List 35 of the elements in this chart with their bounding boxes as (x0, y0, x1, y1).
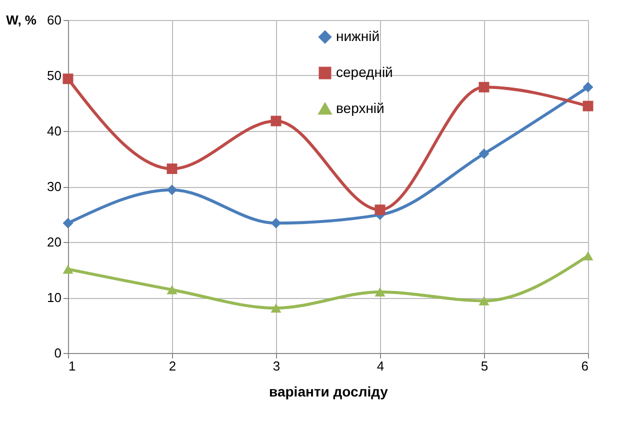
x-tick-label: 1 (68, 358, 76, 374)
y-tick-label: 30 (47, 179, 62, 194)
point (166, 163, 178, 174)
legend-label: нижній (336, 28, 380, 44)
y-axis-title: W, % (6, 12, 37, 28)
point (478, 148, 490, 159)
y-tick-label: 60 (47, 12, 62, 28)
point (478, 82, 490, 92)
point (478, 296, 490, 306)
y-tick-label: 10 (47, 290, 62, 305)
point (62, 264, 74, 274)
x-axis-title: варіанти досліду (269, 384, 388, 400)
legend-label: середній (336, 64, 393, 80)
legend-label: верхній (336, 100, 384, 116)
point (374, 204, 386, 216)
point (270, 304, 282, 313)
point (582, 251, 594, 260)
point (582, 82, 594, 92)
x-tick-label: 5 (480, 358, 488, 374)
x-tick-label: 6 (581, 358, 588, 374)
point (62, 218, 74, 228)
y-tick-label: 20 (47, 234, 62, 250)
y-tick-label: 0 (54, 346, 62, 360)
x-tick-label: 4 (376, 358, 384, 374)
point (582, 100, 594, 112)
point (62, 74, 74, 84)
point (166, 184, 178, 196)
point (374, 287, 386, 296)
x-tick-label: 3 (272, 358, 280, 374)
point (270, 218, 282, 228)
point (270, 116, 282, 126)
x-tick-label: 2 (168, 358, 176, 374)
point (166, 285, 178, 294)
y-tick-label: 50 (47, 68, 62, 83)
y-tick-label: 40 (47, 124, 62, 138)
